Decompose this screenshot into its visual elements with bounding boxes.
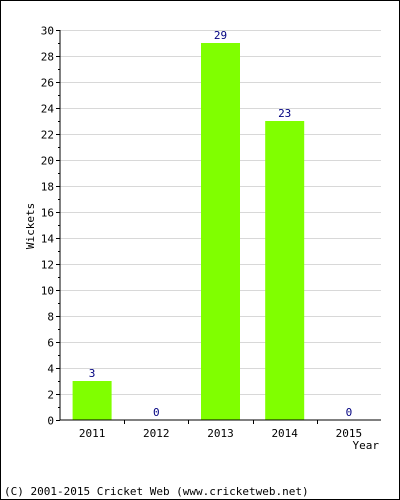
copyright-footer: (C) 2001-2015 Cricket Web (www.cricketwe… <box>4 485 309 498</box>
data-label: 0 <box>153 406 160 419</box>
y-tick-label: 26 <box>41 77 54 90</box>
x-tick-label: 2011 <box>79 427 106 440</box>
y-tick-label: 24 <box>41 103 55 116</box>
y-tick-label: 22 <box>41 129 54 142</box>
y-tick-label: 8 <box>47 311 54 324</box>
y-tick-label: 28 <box>41 51 54 64</box>
data-label: 29 <box>214 29 227 42</box>
data-label: 3 <box>89 367 96 380</box>
y-tick-label: 0 <box>47 415 54 428</box>
y-tick-label: 14 <box>41 233 55 246</box>
y-tick-label: 4 <box>47 363 54 376</box>
y-tick-label: 10 <box>41 285 54 298</box>
x-tick-labels: 2011 2012 2013 2014 2015 <box>79 427 362 440</box>
bar <box>265 121 305 420</box>
x-tick-label: 2015 <box>336 427 363 440</box>
y-tick-label: 18 <box>41 181 54 194</box>
x-tick-label: 2014 <box>271 427 298 440</box>
data-label: 23 <box>278 107 291 120</box>
bar <box>72 381 112 420</box>
y-tick-label: 6 <box>47 337 54 350</box>
y-tick-label: 20 <box>41 155 54 168</box>
x-tick-label: 2013 <box>207 427 234 440</box>
axes <box>56 30 381 424</box>
x-axis-title: Year <box>353 439 380 452</box>
y-tick-label: 16 <box>41 207 54 220</box>
x-tick-label: 2012 <box>143 427 170 440</box>
bar <box>201 43 240 420</box>
data-labels: 3 0 29 23 0 <box>89 29 352 419</box>
y-tick-label: 30 <box>41 25 54 38</box>
y-axis-title: Wickets <box>24 203 37 249</box>
data-label: 0 <box>346 406 353 419</box>
y-tick-label: 12 <box>41 259 54 272</box>
y-tick-label: 2 <box>47 389 54 402</box>
bars <box>72 43 305 420</box>
